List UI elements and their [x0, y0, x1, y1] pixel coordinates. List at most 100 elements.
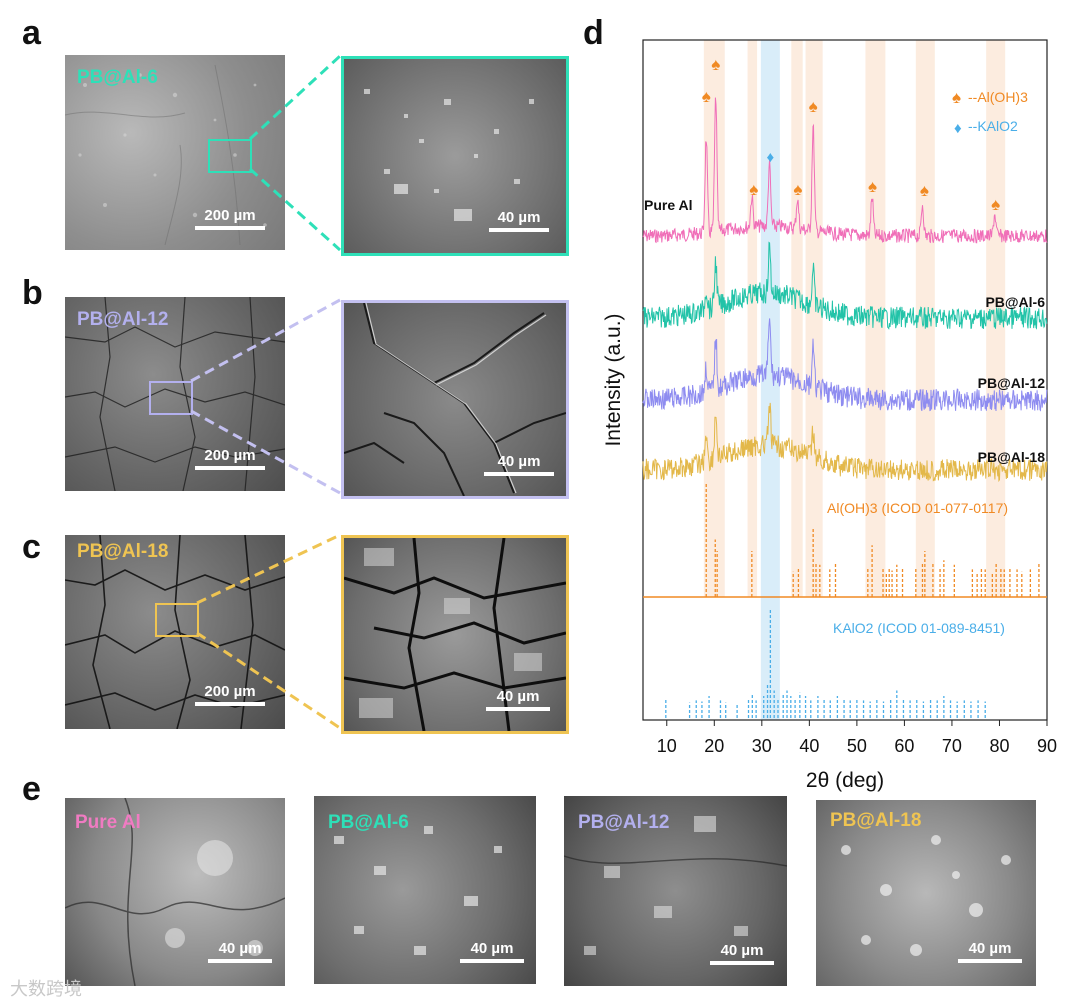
scale-bar: 40 µm: [486, 688, 550, 711]
watermark: 大数跨境: [10, 979, 82, 1000]
x-tick-label: 50: [847, 736, 867, 756]
scale-bar: 40 µm: [484, 453, 554, 476]
connector-line: [196, 533, 341, 605]
x-tick-label: 40: [799, 736, 819, 756]
scale-bar: 40 µm: [710, 942, 774, 965]
x-tick-label: 60: [894, 736, 914, 756]
connector-line: [190, 409, 341, 495]
sem-texture: [564, 816, 787, 955]
ref-label-aloh3: Al(OH)3 (ICOD 01-077-0117): [827, 500, 1008, 516]
peak-marker-aloh3: ♠: [868, 177, 877, 196]
sem-panel-e-pb-al-12: PB@Al-12 40 µm: [564, 796, 787, 986]
x-tick-label: 90: [1037, 736, 1057, 756]
connector-line: [248, 54, 342, 141]
peak-marker-aloh3: ♠: [793, 180, 802, 199]
scale-bar: 40 µm: [460, 940, 524, 963]
legend-label-aloh3: --Al(OH)3: [968, 89, 1028, 105]
reference-patterns: [665, 482, 1040, 718]
sem-panel-e-pb-al-18: PB@Al-18 40 µm: [816, 800, 1036, 986]
series-label-pb-al-6: PB@Al-6: [985, 294, 1045, 310]
xrd-trace-pb-al-6: [642, 241, 1048, 330]
highlight-bands: [703, 40, 1006, 720]
x-axis-label: 2θ (deg): [806, 769, 884, 792]
sample-label: PB@Al-12: [578, 812, 670, 833]
panel-letter-c: c: [22, 528, 41, 566]
scale-bar-label: 40 µm: [720, 942, 764, 959]
peak-marker-aloh3: ♠: [702, 87, 711, 106]
scale-bar: 40 µm: [489, 209, 549, 232]
peak-marker-aloh3: ♠: [749, 180, 758, 199]
connector-line: [196, 631, 341, 730]
sample-label: PB@Al-6: [77, 67, 158, 88]
sem-overview-c: PB@Al-18 200 µm: [65, 535, 285, 729]
ref-label-kalo2: KAlO2 (ICOD 01-089-8451): [833, 620, 1005, 636]
sem-texture: [344, 303, 566, 496]
scale-bar: 200 µm: [195, 447, 265, 470]
x-tick-label: 80: [989, 736, 1009, 756]
sample-label: PB@Al-18: [830, 810, 922, 831]
series-label-pure-al: Pure Al: [644, 197, 693, 213]
zoom-connectors: [190, 54, 342, 730]
x-tick-label: 70: [942, 736, 962, 756]
sem-texture: [841, 835, 1011, 956]
zoom-region-box: [208, 139, 252, 173]
series-label-pb-al-12: PB@Al-12: [978, 375, 1046, 391]
highlight-band: [791, 40, 803, 597]
legend-label-kalo2: --KAlO2: [968, 118, 1018, 134]
scale-bar-label: 40 µm: [470, 940, 514, 957]
scale-bar-label: 40 µm: [968, 940, 1012, 957]
scale-bar: 40 µm: [958, 940, 1022, 963]
peak-marker-aloh3: ♠: [991, 195, 1000, 214]
connector-line: [248, 167, 342, 252]
sample-label: PB@Al-18: [77, 541, 169, 562]
scale-bar-label: 40 µm: [497, 453, 541, 470]
sample-label: PB@Al-6: [328, 812, 409, 833]
zoom-region-box: [155, 603, 199, 637]
panel-letter-e: e: [22, 770, 41, 808]
plot-frame: [642, 39, 1048, 721]
x-tick-label: 20: [704, 736, 724, 756]
xrd-trace-pb-al-12: [642, 318, 1048, 412]
sample-label: Pure Al: [75, 812, 141, 833]
sem-panel-e-pb-al-6: PB@Al-6 40 µm: [314, 796, 536, 984]
highlight-band-kalo2: [760, 40, 780, 720]
legend: ♠ --Al(OH)3 ♦ --KAlO2: [952, 88, 1028, 137]
highlight-band: [703, 40, 725, 597]
sem-texture: [334, 826, 502, 955]
scale-bar-label: 40 µm: [497, 209, 541, 226]
series-label-pb-al-18: PB@Al-18: [978, 449, 1046, 465]
highlight-band: [747, 40, 758, 597]
highlight-band: [805, 40, 823, 597]
y-axis-label: Intensity (a.u.): [602, 313, 625, 446]
peak-marker-aloh3: ♠: [711, 55, 720, 74]
sem-panel-e-pure-al: Pure Al 40 µm: [65, 798, 285, 986]
scale-bar: 200 µm: [195, 683, 265, 706]
peak-marker-aloh3: ♠: [920, 181, 929, 200]
sem-texture: [65, 64, 267, 246]
xrd-traces: [642, 97, 1048, 483]
x-axis: 10 20 30 40 50 60 70 80 90: [657, 720, 1057, 756]
scale-bar: 200 µm: [195, 207, 265, 230]
sem-texture: [65, 798, 285, 986]
sem-zoom-c: 40 µm: [341, 535, 569, 734]
peak-markers: ♠♠♠ ♠♠♠ ♠♠♦: [702, 55, 1000, 214]
xrd-trace-pure-al: [642, 97, 1048, 244]
sample-label: PB@Al-12: [77, 309, 169, 330]
highlight-band: [865, 40, 886, 597]
legend-marker-aloh3: ♠: [952, 88, 961, 107]
sem-texture: [344, 538, 566, 731]
panel-letter-d: d: [583, 14, 604, 52]
panel-letter-a: a: [22, 14, 41, 52]
sem-overview-b: PB@Al-12 200 µm: [65, 297, 285, 491]
panel-letter-b: b: [22, 274, 43, 312]
scale-bar-label: 40 µm: [218, 940, 262, 957]
sem-texture: [65, 297, 285, 491]
zoom-region-box: [149, 381, 193, 415]
sem-overview-a: PB@Al-6 200 µm: [65, 55, 285, 250]
legend-marker-kalo2: ♦: [954, 120, 962, 137]
connector-line: [190, 298, 341, 383]
sem-zoom-b: 40 µm: [341, 300, 569, 499]
sem-zoom-a: 40 µm: [341, 56, 569, 256]
scale-bar-label: 200 µm: [204, 207, 256, 224]
scale-bar-label: 200 µm: [204, 683, 256, 700]
